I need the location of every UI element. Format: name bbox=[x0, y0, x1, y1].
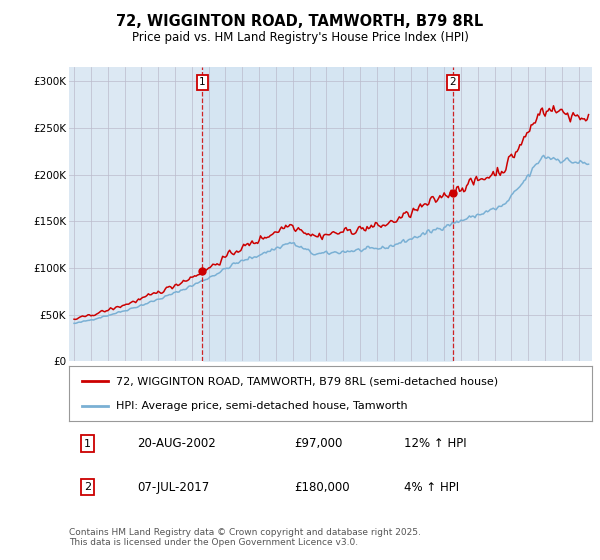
Text: 4% ↑ HPI: 4% ↑ HPI bbox=[404, 481, 459, 494]
Text: 2: 2 bbox=[84, 482, 91, 492]
Text: £97,000: £97,000 bbox=[294, 437, 343, 450]
Text: 20-AUG-2002: 20-AUG-2002 bbox=[137, 437, 216, 450]
Text: 1: 1 bbox=[84, 438, 91, 449]
Text: 12% ↑ HPI: 12% ↑ HPI bbox=[404, 437, 466, 450]
Text: Contains HM Land Registry data © Crown copyright and database right 2025.
This d: Contains HM Land Registry data © Crown c… bbox=[69, 528, 421, 547]
Text: 2: 2 bbox=[449, 77, 456, 87]
Text: £180,000: £180,000 bbox=[294, 481, 350, 494]
Text: 07-JUL-2017: 07-JUL-2017 bbox=[137, 481, 209, 494]
Text: 72, WIGGINTON ROAD, TAMWORTH, B79 8RL (semi-detached house): 72, WIGGINTON ROAD, TAMWORTH, B79 8RL (s… bbox=[116, 376, 498, 386]
Text: Price paid vs. HM Land Registry's House Price Index (HPI): Price paid vs. HM Land Registry's House … bbox=[131, 31, 469, 44]
Text: 72, WIGGINTON ROAD, TAMWORTH, B79 8RL: 72, WIGGINTON ROAD, TAMWORTH, B79 8RL bbox=[116, 14, 484, 29]
Text: HPI: Average price, semi-detached house, Tamworth: HPI: Average price, semi-detached house,… bbox=[116, 402, 408, 411]
Text: 1: 1 bbox=[199, 77, 206, 87]
